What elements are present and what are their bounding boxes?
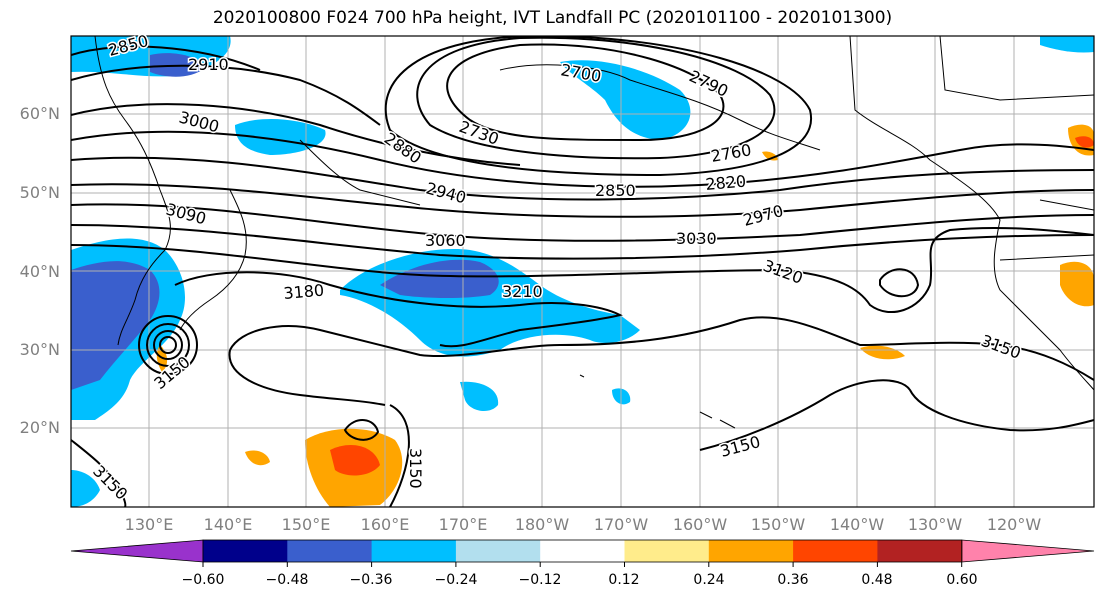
lon-label-180w: 180°W [514, 515, 570, 534]
lon-label-140w: 140°W [829, 515, 885, 534]
colorbar-tick-label: 0.36 [777, 572, 809, 588]
contour-label: 3030 [676, 229, 717, 248]
lat-label-20n: 20°N [19, 418, 60, 437]
colorbar-swatch [624, 540, 710, 562]
colorbar-tick-label: −0.36 [349, 572, 393, 588]
colorbar-swatch [877, 540, 963, 562]
contour-label: 2820 [705, 172, 747, 194]
height-contours [71, 36, 1094, 507]
contour-label: 2850 [595, 181, 636, 200]
colorbar-swatch [793, 540, 878, 562]
lon-label-150e: 150°E [281, 515, 331, 534]
lon-label-150w: 150°W [750, 515, 806, 534]
colorbar [70, 539, 1095, 567]
colorbar-swatch [371, 540, 457, 562]
lon-label-160e: 160°E [360, 515, 410, 534]
ivt-shading [71, 36, 1094, 507]
lat-label-30n: 30°N [19, 340, 60, 359]
lat-label-50n: 50°N [19, 183, 60, 202]
lat-label-40n: 40°N [19, 262, 60, 281]
map-title: 2020100800 F024 700 hPa height, IVT Land… [212, 8, 893, 28]
colorbar-tick-label: 0.48 [861, 572, 893, 588]
colorbar-extend-min [70, 539, 204, 563]
lon-label-130w: 130°W [907, 515, 963, 534]
colorbar-swatch [287, 540, 373, 562]
colorbar-tick-label: −0.24 [434, 572, 478, 588]
lon-label-170e: 170°E [438, 515, 488, 534]
contour-label: 3210 [502, 282, 543, 301]
contour-label: 3180 [283, 281, 325, 303]
map-frame [70, 35, 1095, 508]
lon-label-140e: 140°E [203, 515, 253, 534]
colorbar-extend-max [961, 539, 1095, 563]
colorbar-swatch [708, 540, 794, 562]
lat-label-60n: 60°N [19, 104, 60, 123]
colorbar-tick-label: −0.60 [181, 572, 225, 588]
graticule [71, 36, 1094, 507]
colorbar-swatch [540, 540, 625, 562]
colorbar-tick-label: −0.12 [518, 572, 562, 588]
contour-label: 3150 [406, 448, 425, 489]
contour-label: 3060 [425, 231, 466, 250]
colorbar-swatch [203, 540, 288, 562]
lon-label-170w: 170°W [593, 515, 649, 534]
lon-label-160w: 160°W [672, 515, 728, 534]
lon-label-130e: 130°E [124, 515, 174, 534]
colorbar-swatch [455, 540, 541, 562]
lon-label-120w: 120°W [986, 515, 1042, 534]
colorbar-tick-label: −0.48 [265, 572, 309, 588]
coastlines [94, 36, 1094, 429]
colorbar-outline [202, 539, 963, 563]
colorbar-tick-label: 0.12 [608, 572, 640, 588]
colorbar-tick-label: 0.60 [946, 572, 978, 588]
contour-label: 2910 [188, 55, 229, 74]
colorbar-tick-label: 0.24 [693, 572, 725, 588]
